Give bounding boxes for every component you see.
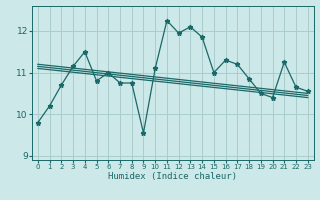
X-axis label: Humidex (Indice chaleur): Humidex (Indice chaleur) xyxy=(108,172,237,181)
